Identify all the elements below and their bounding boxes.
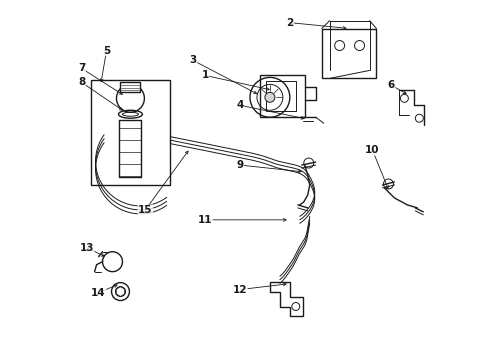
Text: 6: 6 — [388, 80, 395, 90]
Text: 12: 12 — [233, 284, 247, 294]
Text: 5: 5 — [103, 45, 110, 55]
Bar — [266, 81, 296, 111]
Bar — [121, 82, 141, 92]
Text: 1: 1 — [201, 71, 209, 80]
Circle shape — [265, 92, 275, 102]
Text: 11: 11 — [198, 215, 212, 225]
Text: 13: 13 — [79, 243, 94, 253]
Text: 4: 4 — [236, 100, 244, 110]
Text: 3: 3 — [190, 55, 197, 66]
Bar — [260, 75, 305, 117]
Text: 10: 10 — [365, 145, 380, 155]
Text: 14: 14 — [91, 288, 106, 298]
Text: 2: 2 — [286, 18, 294, 28]
Bar — [91, 80, 171, 185]
Text: 7: 7 — [78, 63, 85, 73]
Text: 8: 8 — [78, 77, 85, 87]
Text: 9: 9 — [237, 160, 244, 170]
Text: 15: 15 — [138, 205, 153, 215]
